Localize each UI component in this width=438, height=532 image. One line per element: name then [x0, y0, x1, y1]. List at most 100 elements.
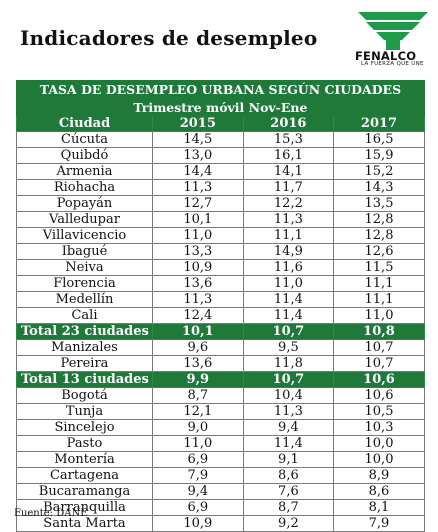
city-cell: Pereira [16, 355, 153, 372]
table-row: Villavicencio 11,0 11,1 12,8 [16, 227, 425, 244]
city-cell: Total 13 ciudades [16, 371, 153, 388]
city-cell: Popayán [16, 195, 153, 212]
table-row: Sincelejo 9,0 9,4 10,3 [16, 419, 425, 436]
rate-cell-2016: 10,7 [242, 371, 335, 388]
rate-cell-2016: 11,4 [242, 435, 335, 452]
rate-cell-2015: 13,0 [152, 147, 244, 164]
city-cell: Neiva [16, 259, 153, 276]
table-row: Medellín 11,3 11,4 11,1 [16, 291, 425, 308]
rate-cell-2016: 10,7 [242, 323, 335, 340]
rate-cell-2016: 11,7 [242, 179, 335, 196]
city-cell: Valledupar [16, 211, 153, 228]
table-row: Cali 12,4 11,4 11,0 [16, 307, 425, 324]
city-cell: Florencia [16, 275, 153, 292]
city-cell: Cali [16, 307, 153, 324]
rate-cell-2015: 12,1 [152, 403, 244, 420]
table-row: Cartagena 7,9 8,6 8,9 [16, 467, 425, 484]
rate-cell-2016: 7,6 [242, 483, 335, 500]
table-row: Riohacha 11,3 11,7 14,3 [16, 179, 425, 196]
rate-cell-2016: 14,1 [242, 163, 335, 180]
table-row: Florencia 13,6 11,0 11,1 [16, 275, 425, 292]
rate-cell-2016: 8,6 [242, 467, 335, 484]
table-row: Pereira 13,6 11,8 10,7 [16, 355, 425, 372]
page-title: Indicadores de desempleo [20, 26, 318, 50]
column-header-2015: 2015 [152, 115, 244, 132]
rate-cell-2015: 11,0 [152, 435, 244, 452]
city-cell: Barranquilla [16, 499, 153, 516]
rate-cell-2015: 9,6 [152, 339, 244, 356]
column-header-row: Ciudad 2015 2016 2017 [16, 115, 425, 132]
rate-cell-2015: 7,9 [152, 467, 244, 484]
fenalco-logo [358, 12, 428, 50]
table-heading-row: TASA DE DESEMPLEO URBANA SEGÚN CIUDADES [16, 80, 425, 99]
total-row: Total 13 ciudades 9,9 10,7 10,6 [16, 371, 425, 388]
table-row: Cúcuta 14,5 15,3 16,5 [16, 131, 425, 148]
rate-cell-2016: 11,3 [242, 211, 335, 228]
rate-cell-2016: 9,2 [242, 515, 335, 532]
rate-cell-2015: 9,0 [152, 419, 244, 436]
rate-cell-2015: 10,1 [152, 323, 244, 340]
table-row: Armenia 14,4 14,1 15,2 [16, 163, 425, 180]
rate-cell-2015: 13,6 [152, 355, 244, 372]
rate-cell-2015: 12,7 [152, 195, 244, 212]
rate-cell-2016: 9,4 [242, 419, 335, 436]
rate-cell-2017: 7,9 [333, 515, 425, 532]
table-subheading-row: Trimestre móvil Nov-Ene [16, 98, 425, 116]
rate-cell-2017: 12,8 [333, 211, 425, 228]
rate-cell-2016: 10,4 [242, 387, 335, 404]
city-cell: Bogotá [16, 387, 153, 404]
rate-cell-2016: 12,2 [242, 195, 335, 212]
table-row: Bucaramanga 9,4 7,6 8,6 [16, 483, 425, 500]
table-row: Popayán 12,7 12,2 13,5 [16, 195, 425, 212]
table-heading: TASA DE DESEMPLEO URBANA SEGÚN CIUDADES [16, 80, 425, 99]
table-row: Valledupar 10,1 11,3 12,8 [16, 211, 425, 228]
rate-cell-2016: 11,0 [242, 275, 335, 292]
city-cell: Riohacha [16, 179, 153, 196]
city-cell: Bucaramanga [16, 483, 153, 500]
rate-cell-2016: 11,1 [242, 227, 335, 244]
rate-cell-2015: 10,9 [152, 515, 244, 532]
table-subheading: Trimestre móvil Nov-Ene [16, 98, 425, 116]
rate-cell-2017: 10,3 [333, 419, 425, 436]
rate-cell-2017: 8,1 [333, 499, 425, 516]
rate-cell-2017: 14,3 [333, 179, 425, 196]
rate-cell-2015: 14,5 [152, 131, 244, 148]
city-cell: Manizales [16, 339, 153, 356]
rate-cell-2017: 11,1 [333, 275, 425, 292]
column-header-2017: 2017 [333, 115, 425, 132]
rate-cell-2017: 15,9 [333, 147, 425, 164]
city-cell: Total 23 ciudades [16, 323, 153, 340]
rate-cell-2017: 12,8 [333, 227, 425, 244]
city-cell: Ibagué [16, 243, 153, 260]
rate-cell-2015: 10,9 [152, 259, 244, 276]
rate-cell-2015: 8,7 [152, 387, 244, 404]
table-row: Montería 6,9 9,1 10,0 [16, 451, 425, 468]
rate-cell-2015: 10,1 [152, 211, 244, 228]
table-row: Bogotá 8,7 10,4 10,6 [16, 387, 425, 404]
rate-cell-2017: 10,0 [333, 451, 425, 468]
rate-cell-2017: 11,5 [333, 259, 425, 276]
table-row: Quibdó 13,0 16,1 15,9 [16, 147, 425, 164]
rate-cell-2016: 16,1 [242, 147, 335, 164]
rate-cell-2015: 6,9 [152, 499, 244, 516]
table-row: Pasto 11,0 11,4 10,0 [16, 435, 425, 452]
rate-cell-2017: 11,1 [333, 291, 425, 308]
rate-cell-2017: 10,7 [333, 339, 425, 356]
rate-cell-2015: 12,4 [152, 307, 244, 324]
rate-cell-2015: 14,4 [152, 163, 244, 180]
city-cell: Medellín [16, 291, 153, 308]
city-cell: Quibdó [16, 147, 153, 164]
rate-cell-2016: 14,9 [242, 243, 335, 260]
city-cell: Armenia [16, 163, 153, 180]
rate-cell-2015: 9,4 [152, 483, 244, 500]
unemployment-table: TASA DE DESEMPLEO URBANA SEGÚN CIUDADES … [16, 80, 425, 532]
rate-cell-2017: 10,6 [333, 387, 425, 404]
table-row: Tunja 12,1 11,3 10,5 [16, 403, 425, 420]
rate-cell-2016: 11,4 [242, 291, 335, 308]
city-cell: Cartagena [16, 467, 153, 484]
table-row: Ibagué 13,3 14,9 12,6 [16, 243, 425, 260]
rate-cell-2015: 13,6 [152, 275, 244, 292]
rate-cell-2016: 15,3 [242, 131, 335, 148]
total-row: Total 23 ciudades 10,1 10,7 10,8 [16, 323, 425, 340]
rate-cell-2017: 11,0 [333, 307, 425, 324]
